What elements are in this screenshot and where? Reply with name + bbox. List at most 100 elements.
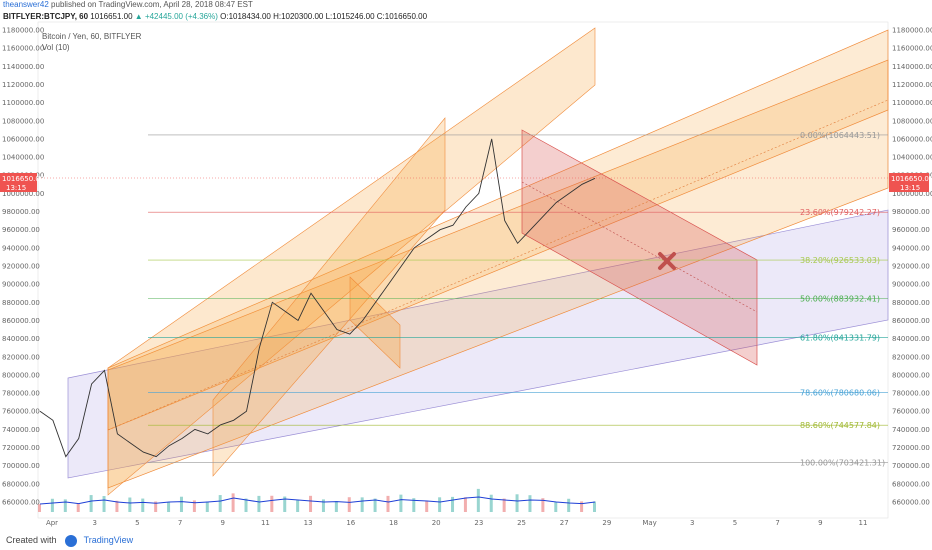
y-tick-label-right: 780000.00 (892, 390, 930, 398)
y-tick-label-left: 1080000.00 (2, 117, 44, 125)
volume-bar (386, 495, 390, 512)
plot-area[interactable] (37, 21, 889, 519)
y-tick-label-right: 820000.00 (892, 353, 930, 361)
x-tick-label: 7 (178, 519, 182, 527)
volume-bar (76, 503, 80, 512)
volume-bar (38, 504, 41, 512)
y-tick-label-right: 860000.00 (892, 317, 930, 325)
x-tick-label: 13 (304, 519, 313, 527)
red-channel (521, 129, 758, 366)
x-tick-label: 29 (602, 519, 611, 527)
y-tick-label-left: 900000.00 (2, 281, 40, 289)
y-tick-label-right: 700000.00 (892, 462, 930, 470)
y-tick-label-left: 720000.00 (2, 444, 40, 452)
orange-flag (349, 276, 401, 369)
volume-bar (515, 494, 519, 512)
x-tick-label: 9 (221, 519, 225, 527)
footer: Created with TradingView (0, 531, 932, 550)
volume-bar (438, 497, 442, 512)
y-axis-left[interactable]: 1180000.00 1160000.00 1140000.00 1120000.00… (2, 27, 44, 507)
created-with-text: Created with (6, 535, 57, 545)
price-tag-right-time: 13:15 (900, 184, 920, 192)
author-link[interactable]: theanswer42 (3, 0, 49, 9)
volume-bar (489, 494, 493, 512)
volume-ma-line (39, 496, 596, 505)
y-tick-label-left: 660000.00 (2, 499, 40, 507)
fib-label: 0.00%(1064443.51) (800, 131, 880, 140)
fib-label: 78.60%(780680.06) (800, 388, 880, 397)
y-tick-label-left: 1100000.00 (2, 99, 44, 107)
y-tick-label-right: 960000.00 (892, 226, 930, 234)
y-tick-label-right: 940000.00 (892, 244, 930, 252)
open-value: O:1018434.00 (220, 12, 271, 21)
symbol[interactable]: BITFLYER:BTCJPY, 60 (3, 12, 89, 21)
y-tick-label-left: 800000.00 (2, 371, 40, 379)
volume-bar (476, 488, 480, 512)
price-chart[interactable]: 0.00%(1064443.51) 23.60%(979242.27) 38.20%… (0, 0, 932, 531)
y-tick-label-right: 880000.00 (892, 299, 930, 307)
volume-bar (360, 497, 364, 512)
y-tick-label-left: 780000.00 (2, 390, 40, 398)
y-tick-label-right: 920000.00 (892, 263, 930, 271)
x-tick-label: 18 (389, 519, 398, 527)
volume-bar (128, 497, 132, 512)
y-axis-right[interactable]: 1180000.00 1160000.00 1140000.00 1120000.00… (892, 27, 932, 507)
volume-bar (554, 502, 558, 512)
volume-bar (425, 501, 429, 512)
x-tick-label: 11 (859, 519, 868, 527)
y-tick-label-left: 1140000.00 (2, 63, 44, 71)
channel-midline (107, 99, 889, 431)
x-tick-label: May (642, 519, 656, 527)
volume-bar (50, 498, 54, 512)
y-tick-label-right: 980000.00 (892, 208, 930, 216)
x-tick-label: 5 (135, 519, 139, 527)
volume-bar (451, 496, 455, 512)
high-value: H:1020300.00 (273, 12, 324, 21)
y-tick-label-left: 840000.00 (2, 335, 40, 343)
y-tick-label-left: 860000.00 (2, 317, 40, 325)
price-series (39, 138, 596, 458)
indicator-label[interactable]: Vol (10) (42, 43, 70, 52)
y-tick-label-right: 680000.00 (892, 480, 930, 488)
volume-bar (593, 501, 596, 512)
close-value: C:1016650.00 (376, 12, 428, 21)
x-tick-label: 3 (690, 519, 694, 527)
y-tick-label-left: 920000.00 (2, 263, 40, 271)
volume-bar (244, 498, 248, 512)
price-tag-left: 1016650.00 13:15 (0, 173, 44, 192)
y-tick-label-left: 1060000.00 (2, 135, 44, 143)
y-tick-label-left: 960000.00 (2, 226, 40, 234)
volume-bar (63, 499, 67, 512)
y-tick-label-right: 1180000.00 (892, 27, 932, 35)
y-tick-label-left: 820000.00 (2, 353, 40, 361)
y-tick-label-left: 680000.00 (2, 480, 40, 488)
x-tick-label: 7 (775, 519, 779, 527)
purple-channel (67, 209, 889, 479)
quote-bar: BITFLYER:BTCJPY, 60 1016651.00 ▲ +42445.… (0, 11, 932, 22)
y-tick-label-left: 1160000.00 (2, 45, 44, 53)
x-tick-label: 25 (517, 519, 526, 527)
chart-legend: Bitcoin / Yen, 60, BITFLYER Vol (10) (42, 31, 141, 53)
y-tick-label-left: 1040000.00 (2, 154, 44, 162)
publish-info: theanswer42 published on TradingView.com… (0, 0, 932, 10)
volume-bar (399, 494, 403, 512)
volume-bar (179, 496, 183, 512)
price-tag-left-value: 1016650.00 (2, 175, 44, 183)
x-axis[interactable]: Apr 3 5 7 9 11 13 16 18 20 23 25 27 29 May 3 5 7 9 11 (46, 519, 868, 527)
y-tick-label-right: 1100000.00 (892, 99, 932, 107)
y-tick-label-left: 940000.00 (2, 244, 40, 252)
volume-bar (309, 495, 313, 512)
volume-bar (567, 498, 571, 512)
volume-bar (463, 497, 467, 512)
volume-bar (580, 501, 584, 512)
low-value: L:1015246.00 (325, 12, 375, 21)
channel-midline-2 (521, 181, 758, 313)
tradingview-link[interactable]: TradingView (83, 535, 134, 545)
series-title[interactable]: Bitcoin / Yen, 60, BITFLYER (42, 32, 142, 41)
x-tick-label: Apr (46, 519, 58, 527)
volume-bar (257, 495, 261, 512)
fib-label: 23.60%(979242.27) (800, 208, 880, 217)
y-tick-label-right: 760000.00 (892, 408, 930, 416)
y-tick-label-right: 1060000.00 (892, 135, 932, 143)
y-tick-label-right: 660000.00 (892, 499, 930, 507)
